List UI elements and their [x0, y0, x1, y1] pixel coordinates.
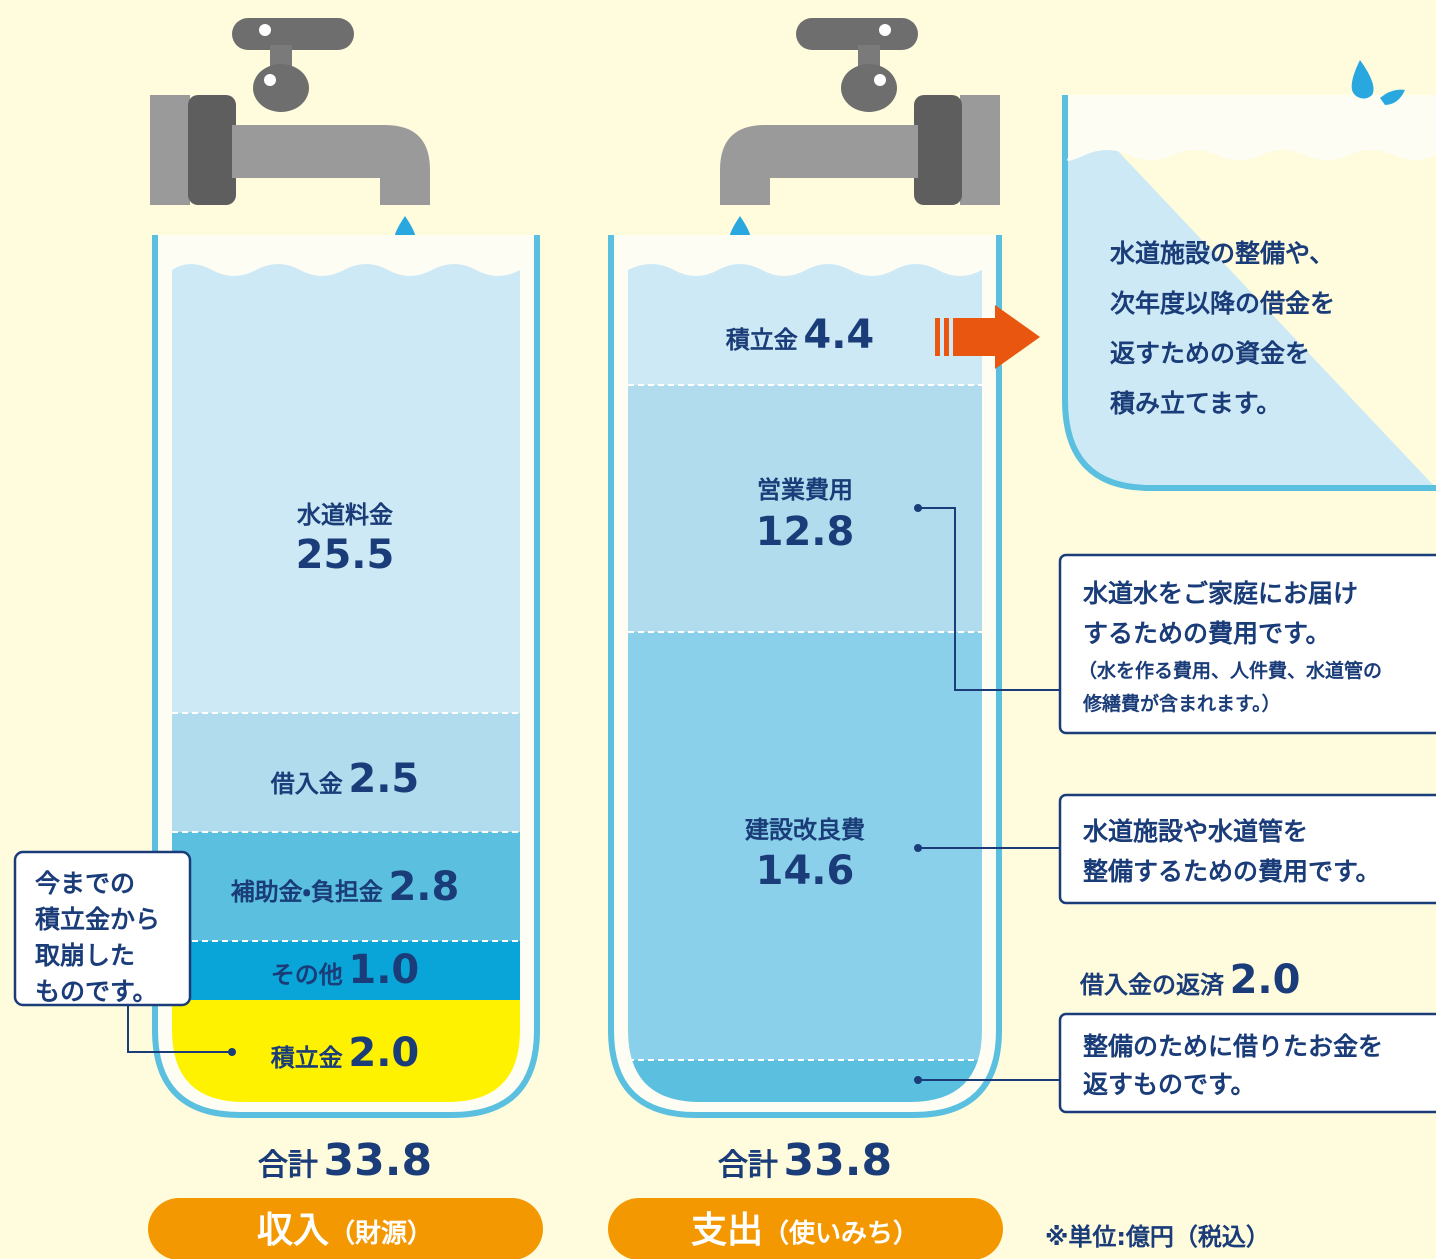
segment-label: 借入金 — [270, 770, 343, 798]
callout-text: ものです。 — [35, 977, 158, 1006]
segment-label: 借入金の返済 — [1079, 971, 1225, 999]
title-note: （財源） — [329, 1219, 433, 1249]
callout-text: 取崩した — [35, 941, 135, 970]
segment-value: 2.8 — [388, 864, 459, 910]
reserve-text: 返すための資金を — [1110, 339, 1310, 368]
total-label: 合計 — [258, 1148, 318, 1183]
reserve-text: 積み立てます。 — [1110, 389, 1281, 418]
segment-label: 積立金 — [271, 1044, 343, 1072]
note-text: 整備のために借りたお金を — [1083, 1032, 1383, 1061]
title-main: 収入 — [257, 1210, 329, 1251]
segment-label: 積立金 — [726, 326, 798, 354]
reserve-surface — [1067, 95, 1436, 161]
total-value: 33.8 — [324, 1135, 433, 1186]
note-text: 水道施設や水道管を — [1082, 817, 1308, 846]
total-label: 合計 — [718, 1148, 778, 1183]
reserve-text: 水道施設の整備や、 — [1109, 239, 1334, 268]
segment-value: 12.8 — [756, 509, 855, 555]
total-value: 33.8 — [784, 1135, 893, 1186]
segment-label: 建設改良費 — [745, 816, 865, 844]
segment-label: その他 — [271, 961, 343, 989]
note-text: 返すものです。 — [1083, 1070, 1256, 1099]
dot — [914, 504, 922, 512]
faucet — [150, 18, 430, 205]
segment-value: 1.0 — [348, 947, 419, 993]
segment-label: 補助金・負担金 — [231, 878, 383, 906]
reserve-text: 次年度以降の借金を — [1110, 289, 1335, 318]
callout-text: 積立金から — [35, 905, 160, 934]
note-text: するための費用です。 — [1083, 619, 1331, 648]
note-text: 整備するための費用です。 — [1083, 857, 1381, 886]
unit-note: ※単位:億円（税込） — [1045, 1223, 1270, 1251]
segment-value: 4.4 — [803, 312, 874, 358]
title-main: 支出 — [691, 1210, 763, 1251]
note-detail: （水を作る費用、人件費、水道管の — [1078, 659, 1382, 682]
title-note: （使いみち） — [763, 1219, 919, 1249]
note-detail: 修繕費が含まれます。） — [1082, 692, 1281, 715]
page: 水道料金 25.5 借入金 2.5 補助金・負担金 2.8 その他 1.0 積立… — [0, 0, 1436, 1259]
segment-label: 水道料金 — [296, 501, 393, 529]
dot — [914, 1076, 922, 1084]
total: 合計 33.8 — [258, 1135, 432, 1186]
segment-value: 2.0 — [1230, 957, 1301, 1003]
callout-text: 今までの — [35, 869, 135, 898]
total: 合計 33.8 — [718, 1135, 892, 1186]
segment-value: 2.5 — [348, 756, 419, 802]
segment-value: 2.0 — [348, 1030, 419, 1076]
infographic: 水道料金 25.5 借入金 2.5 補助金・負担金 2.8 その他 1.0 積立… — [0, 0, 1436, 1259]
segment-label: 営業費用 — [757, 476, 853, 504]
note-text: 水道水をご家庭にお届け — [1082, 579, 1358, 608]
segment: 借入金の返済 2.0 — [1079, 957, 1300, 1003]
segment-value: 25.5 — [296, 532, 395, 578]
note-box — [1060, 795, 1436, 903]
dot — [228, 1048, 236, 1056]
water — [628, 250, 982, 1110]
faucet — [720, 18, 1000, 205]
dot — [914, 844, 922, 852]
segment-value: 14.6 — [756, 848, 855, 894]
